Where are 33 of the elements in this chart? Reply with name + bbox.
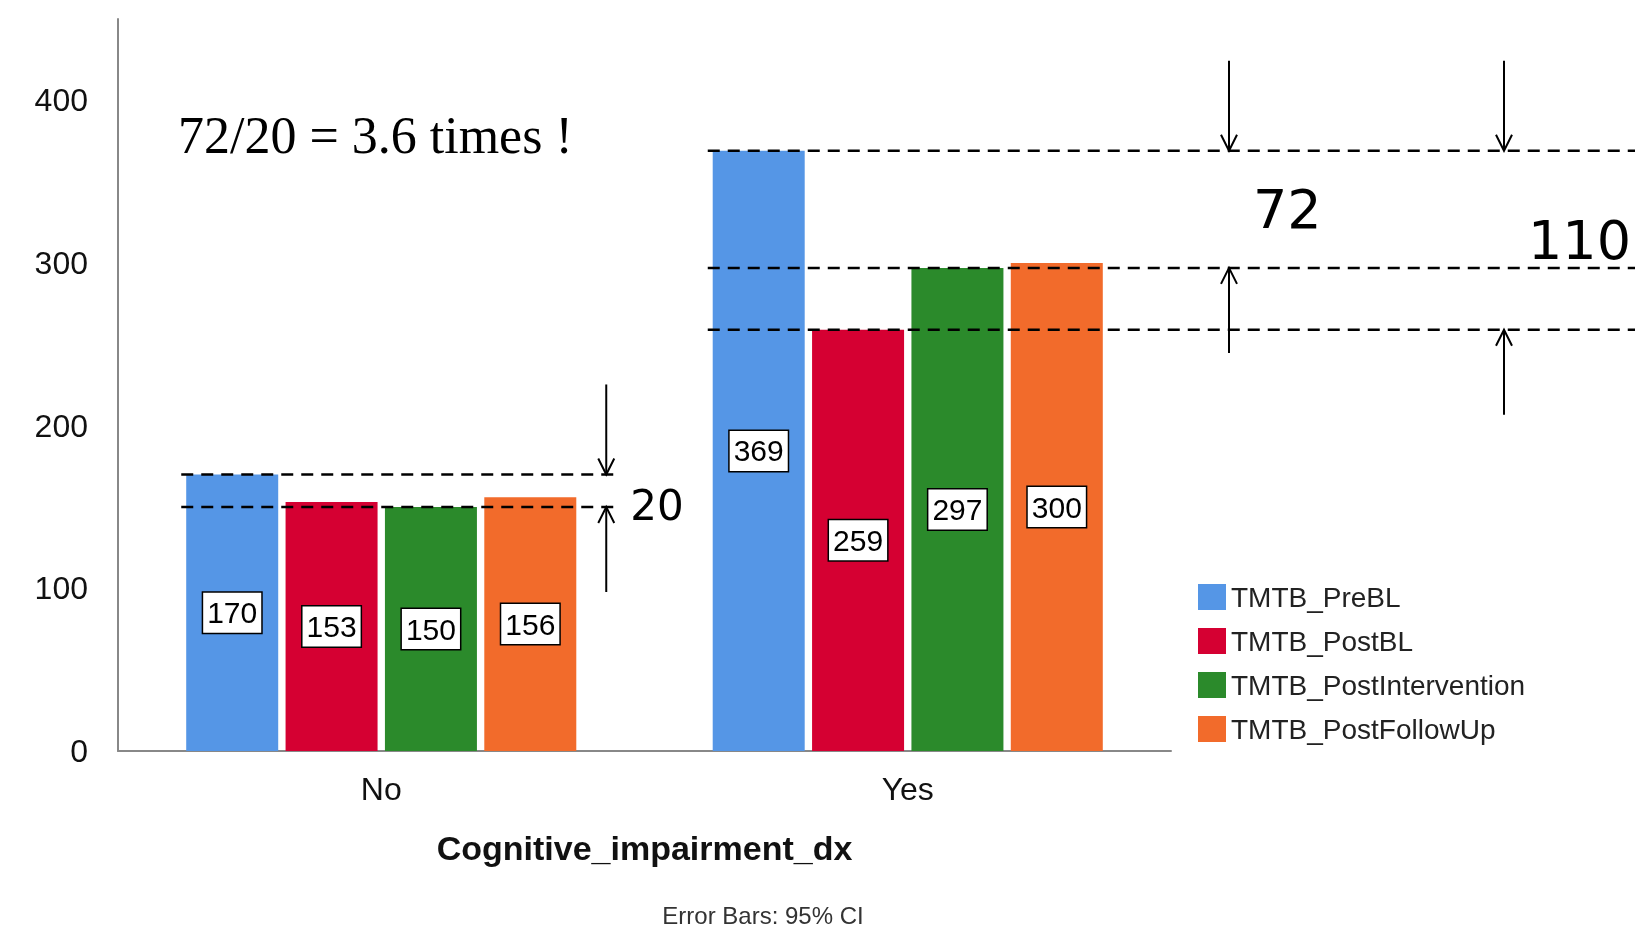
y-tick-label: 400 [34,82,88,119]
bar [186,474,279,751]
bar [285,502,378,751]
bar [812,329,905,751]
text: 110 [1528,208,1632,272]
annotation: 72/20 = 3.6 times ! [178,107,573,164]
text: 72 [1253,177,1322,241]
legend-label: TMTB_PostBL [1231,625,1414,657]
legend-label: TMTB_PostIntervention [1231,669,1526,701]
data-label: 300 [1031,490,1082,524]
bar [484,497,577,751]
legend-label: TMTB_PostFollowUp [1231,713,1496,745]
bar [911,267,1004,751]
data-label: 259 [833,523,884,557]
bar [1010,263,1103,751]
x-axis-title: Cognitive_impairment_dx [436,829,853,867]
x-tick-label: Yes [881,771,934,807]
data-label: 297 [932,492,983,526]
data-label: 150 [405,612,456,646]
y-tick-label: 100 [34,570,88,607]
y-tick-label: 0 [70,733,88,769]
legend-label: TMTB_PreBL [1231,581,1401,613]
y-tick-label: 300 [34,245,88,281]
x-tick-label: No [360,771,402,807]
data-label: 369 [733,434,784,468]
bar [384,507,477,751]
data-label: 156 [505,607,556,641]
data-label: 153 [306,610,357,644]
annotation: 20 [630,481,684,531]
data-label: 170 [207,596,258,630]
y-tick-label: 200 [34,407,88,444]
text: Error Bars: 95% CI [662,902,864,929]
bar [712,150,805,751]
